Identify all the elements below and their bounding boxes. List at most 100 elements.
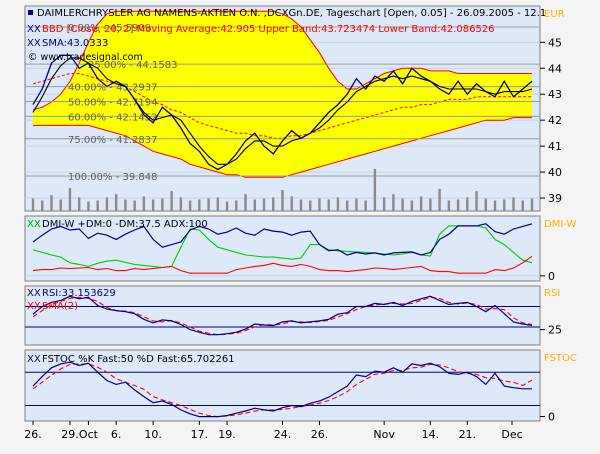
volume-bar — [151, 199, 155, 211]
volume-bar — [161, 198, 164, 211]
dmi-x-icon: XX — [27, 219, 41, 230]
watermark: © www.tradesignal.com — [28, 52, 143, 63]
price-panel-label: EUR — [544, 9, 565, 20]
volume-bar — [327, 199, 330, 211]
dmi-ytick-label: 0 — [548, 270, 555, 283]
stochastic-panel-label: FSTOC — [544, 353, 577, 364]
x-tick-label: Nov — [373, 428, 395, 441]
x-tick-label: 29. — [61, 428, 79, 441]
volume-bar — [456, 199, 460, 211]
fib-level-label: 75.00% - 41.2837 — [68, 135, 157, 146]
price-ytick-label: 45 — [548, 36, 562, 49]
stochastic-panel-plot: 0 — [25, 361, 555, 424]
fib-level-label: 25.00% - 44.1583 — [88, 60, 177, 71]
volume-bar — [290, 196, 293, 211]
volume-bar — [244, 194, 247, 211]
volume-bar — [318, 198, 321, 211]
bbd-x-icon: XX — [27, 24, 41, 35]
volume-bar — [401, 198, 404, 211]
volume-bar — [105, 197, 109, 211]
volume-bar — [309, 200, 312, 211]
rsi-panel — [24, 285, 541, 346]
volume-bar — [355, 198, 358, 211]
volume-bar — [373, 169, 377, 211]
volume-bar — [364, 200, 367, 211]
volume-bar — [382, 197, 386, 211]
volume-bar — [41, 200, 44, 211]
volume-bar — [392, 194, 395, 211]
rsi-panel-label: RSI — [544, 288, 560, 299]
bollinger-band-fill — [33, 11, 532, 178]
x-tick-label: 17. — [191, 428, 209, 441]
volume-bar — [225, 201, 229, 211]
rsi-x-icon: XX — [27, 288, 41, 299]
stochastic-legend-text: FSTOC %K Fast:50 %D Fast:65.702261 — [42, 354, 235, 365]
upper-band-line — [32, 10, 532, 111]
bbd-legend-text: BBD [Close, 20, 2] Moving Average:42.905… — [42, 24, 495, 35]
volume-bar — [50, 195, 53, 211]
title-line: DAIMLERCHRYSLER AG NAMENS-AKTIEN O.N. ,D… — [28, 8, 546, 19]
price-ytick-label: 43 — [548, 88, 562, 101]
volume-bar — [207, 198, 210, 211]
x-tick-label: 14. — [422, 428, 440, 441]
stochastic-x-icon: XX — [27, 354, 41, 365]
rsi-sma-legend-text: SMA(2) — [42, 301, 78, 312]
volume-bar — [281, 190, 284, 211]
volume-bar — [124, 199, 127, 211]
volume-bar — [179, 197, 183, 211]
volume-bar — [142, 196, 146, 211]
volume-bar — [216, 197, 220, 211]
rsi-sma-x-icon: XX — [27, 301, 41, 312]
x-tick-label: 26. — [311, 428, 329, 441]
volume-bar — [262, 198, 266, 211]
x-tick-label: 24. — [274, 428, 292, 441]
volume-bar — [336, 197, 340, 211]
rsi-ytick-label: 25 — [548, 324, 562, 337]
volume-bar — [521, 200, 524, 211]
fib-level-label: 50.00% - 42.7194 — [68, 98, 157, 109]
fib-level-label: 40.00% - 43.2937 — [68, 83, 157, 94]
volume-bar — [59, 199, 62, 211]
rsi-legend-text: RSI:33.153629 — [42, 288, 116, 299]
adx-line — [32, 223, 533, 256]
price-panel-plot: 25.00% - 44.1583 40.00% - 43.2937 50.00% -… — [25, 10, 562, 211]
volume-bar — [438, 188, 441, 211]
volume-bar — [345, 200, 349, 211]
volume-bar — [68, 187, 72, 211]
volume-bar — [410, 200, 414, 211]
volume-bar — [503, 199, 506, 211]
price-ytick-label: 39 — [548, 192, 562, 205]
fib-level-label: 100.00% - 39.848 — [68, 172, 157, 183]
volume-bar — [272, 197, 275, 211]
volume-bar — [429, 198, 432, 211]
x-tick-label: 6. — [111, 428, 122, 441]
fib-level-label: 60.00% - 42.1452 — [68, 112, 157, 123]
stochastic-legend: XX FSTOC %K Fast:50 %D Fast:65.702261 — [27, 354, 235, 365]
x-tick-label: 26. — [24, 428, 42, 441]
dmi-panel-label: DMI-W — [544, 219, 576, 230]
volume-bar — [530, 198, 534, 211]
rsi-legend: XX RSI:33.153629 XX SMA(2) — [27, 288, 116, 312]
bbd-legend: XX BBD [Close, 20, 2] Moving Average:42.… — [27, 24, 495, 35]
sma-legend: XX SMA:43.0333 — [27, 38, 108, 49]
volume-bar — [96, 200, 99, 211]
stochastic-ytick-label: 0 — [548, 411, 555, 424]
x-tick-label: Oct — [79, 428, 99, 441]
volume-bar — [447, 200, 451, 211]
sma-line — [32, 57, 533, 165]
sma-x-icon: XX — [27, 38, 41, 49]
dmi-panel — [24, 215, 541, 282]
volume-bar — [475, 191, 478, 211]
x-tick-label: 10. — [144, 428, 162, 441]
x-tick-label: Dec — [501, 428, 522, 441]
price-ytick-label: 44 — [548, 62, 562, 75]
dmi-panel-plot: 0 — [25, 223, 555, 283]
price-ytick-label: 40 — [548, 166, 562, 179]
fib-level-label: 0.00% - 45.5909 — [68, 23, 151, 34]
volume-bar — [114, 194, 118, 211]
dmi-plus-line — [32, 225, 533, 269]
price-line — [32, 54, 533, 171]
volume-bar — [466, 197, 469, 211]
rsi-line — [32, 295, 533, 336]
